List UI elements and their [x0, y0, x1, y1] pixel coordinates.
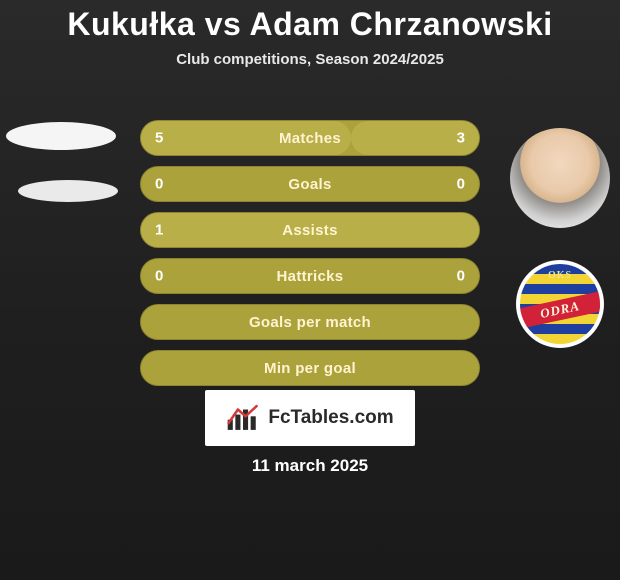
- player-face-placeholder: [510, 128, 610, 228]
- stat-row: Assists 1: [140, 212, 480, 248]
- stat-row: Hattricks 0 0: [140, 258, 480, 294]
- stat-label: Goals per match: [249, 314, 371, 331]
- date-label: 11 march 2025: [0, 456, 620, 476]
- page-title: Kukułka vs Adam Chrzanowski: [0, 0, 620, 43]
- left-player-ellipse-2: [18, 180, 118, 202]
- stat-right-value: 0: [457, 268, 465, 285]
- badge-top-text: OKS: [520, 270, 600, 281]
- stat-left-value: 0: [155, 268, 163, 285]
- stat-left-value: 5: [155, 130, 163, 147]
- chart-icon: [226, 404, 260, 432]
- stat-row: Matches 5 3: [140, 120, 480, 156]
- stat-label: Hattricks: [277, 268, 344, 285]
- stat-left-value: 1: [155, 222, 163, 239]
- stats-block: Matches53Goals00Assists1Hattricks00Goals…: [140, 120, 480, 396]
- stat-right-value: 0: [457, 176, 465, 193]
- stat-row: Goals 0 0: [140, 166, 480, 202]
- fctables-watermark: FcTables.com: [205, 390, 415, 446]
- stat-right-value: 3: [457, 130, 465, 147]
- subtitle: Club competitions, Season 2024/2025: [0, 51, 620, 68]
- stat-row: Goals per match: [140, 304, 480, 340]
- fctables-label: FcTables.com: [268, 407, 393, 429]
- stat-label: Matches: [279, 130, 341, 147]
- stat-left-value: 0: [155, 176, 163, 193]
- stat-label: Min per goal: [264, 360, 356, 377]
- stat-row: Min per goal: [140, 350, 480, 386]
- club-badge: OKS ODRA: [520, 264, 600, 344]
- left-player-ellipse-1: [6, 122, 116, 150]
- right-player-photo: [510, 128, 610, 228]
- stat-label: Assists: [282, 222, 337, 239]
- right-club-badge-container: OKS ODRA: [516, 260, 604, 348]
- stat-label: Goals: [288, 176, 331, 193]
